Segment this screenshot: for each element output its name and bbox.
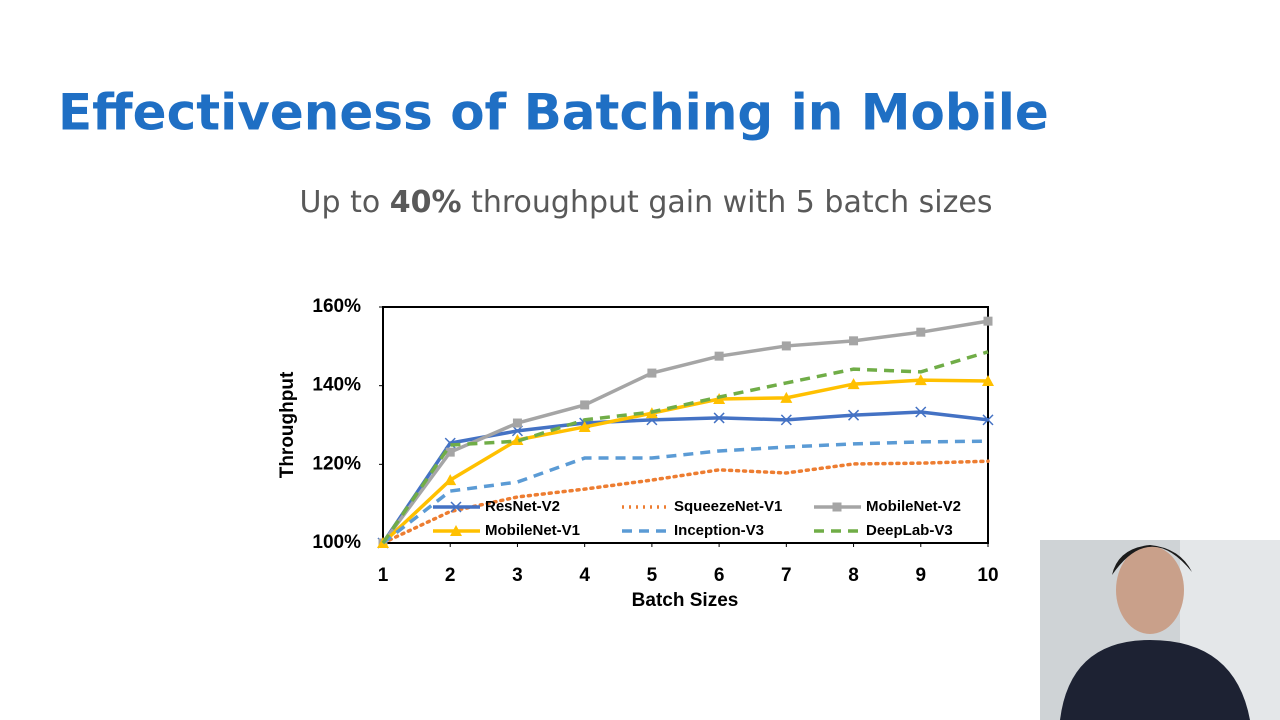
marker: [714, 351, 724, 361]
y-axis-label: Throughput: [277, 371, 298, 478]
marker: [445, 447, 455, 457]
marker: [849, 336, 859, 346]
legend-label: Inception-V3: [674, 522, 764, 539]
y-tick-label: 160%: [312, 296, 361, 317]
marker: [580, 400, 590, 410]
marker: [781, 341, 791, 351]
marker: [916, 327, 926, 337]
marker: [848, 409, 860, 421]
series-line: [381, 459, 990, 545]
marker: [450, 525, 462, 536]
marker: [832, 502, 842, 512]
x-tick-label: 1: [378, 565, 389, 586]
marker: [983, 316, 993, 326]
marker: [450, 501, 462, 513]
x-tick-label: 9: [915, 565, 926, 586]
series-line: [381, 350, 989, 544]
marker: [914, 374, 927, 386]
marker: [511, 433, 524, 445]
marker: [512, 418, 522, 428]
marker: [511, 425, 523, 437]
x-tick-label: 6: [714, 565, 725, 586]
legend-label: MobileNet-V1: [485, 522, 580, 539]
y-tick-label: 120%: [312, 453, 361, 474]
marker: [780, 414, 792, 426]
legend-label: DeepLab-V3: [866, 522, 953, 539]
subtitle-part: throughput gain with 5 batch sizes: [462, 185, 993, 220]
series-line: [381, 439, 989, 545]
subtitle-emphasis: 40%: [390, 185, 462, 220]
x-tick-label: 4: [579, 565, 590, 586]
marker: [713, 412, 725, 424]
slide-title: Effectiveness of Batching in Mobile: [58, 84, 1049, 142]
subtitle-part: Up to: [300, 185, 390, 220]
plot-frame: [382, 306, 989, 544]
marker: [444, 474, 457, 486]
x-axis-label: Batch Sizes: [632, 590, 739, 611]
x-tick-label: 7: [781, 565, 792, 586]
x-tick-label: 3: [512, 565, 523, 586]
marker: [780, 391, 793, 403]
series-line: [381, 319, 989, 545]
marker: [647, 368, 657, 378]
marker: [915, 406, 927, 418]
x-tick-label: 5: [647, 565, 658, 586]
legend-label: MobileNet-V2: [866, 498, 961, 515]
marker: [982, 414, 994, 426]
legend-label: ResNet-V2: [485, 498, 560, 515]
slide-subtitle: Up to 40% throughput gain with 5 batch s…: [300, 185, 993, 220]
y-tick-label: 100%: [312, 532, 361, 553]
x-tick-label: 8: [848, 565, 859, 586]
x-tick-label: 10: [977, 565, 998, 586]
marker: [578, 420, 591, 432]
legend-label: SqueezeNet-V1: [674, 498, 782, 515]
webcam: [1040, 540, 1280, 720]
marker: [847, 378, 860, 390]
marker: [982, 374, 994, 386]
y-tick-label: 140%: [312, 375, 361, 396]
x-tick-label: 2: [445, 565, 456, 586]
